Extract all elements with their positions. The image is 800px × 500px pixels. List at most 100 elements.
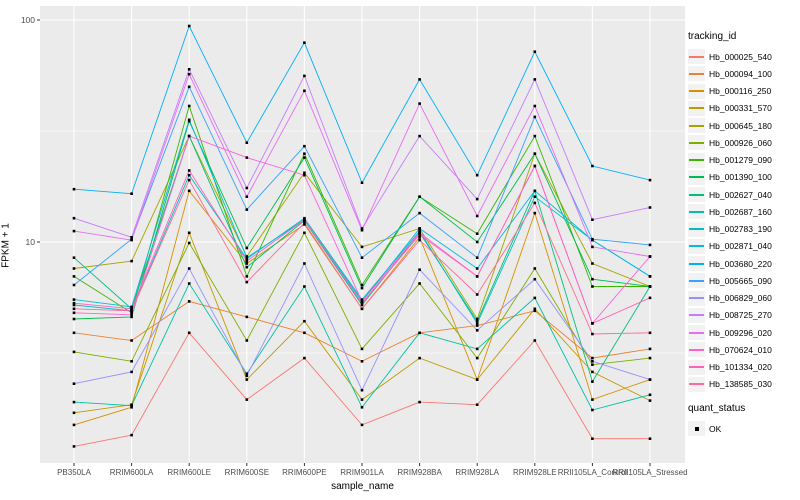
data-point bbox=[245, 256, 249, 259]
legend-item: Hb_002783_190 bbox=[688, 221, 798, 238]
legend-key-swatch bbox=[688, 66, 705, 82]
x-tick-label: RRIM928BA bbox=[397, 468, 442, 477]
data-point bbox=[303, 221, 306, 225]
data-point bbox=[591, 398, 594, 401]
data-point bbox=[533, 339, 537, 342]
data-point bbox=[418, 400, 421, 404]
data-point bbox=[360, 300, 364, 303]
legend-key-swatch bbox=[688, 221, 705, 237]
legend-item: Hb_070624_010 bbox=[688, 341, 798, 358]
data-point bbox=[475, 293, 479, 296]
legend-key-line bbox=[689, 383, 704, 386]
data-point bbox=[303, 216, 306, 220]
data-point bbox=[187, 72, 191, 76]
data-point bbox=[187, 241, 191, 245]
data-point bbox=[72, 445, 76, 448]
data-point bbox=[245, 280, 249, 284]
data-point bbox=[245, 186, 249, 190]
data-point bbox=[303, 356, 306, 360]
data-point bbox=[245, 208, 249, 211]
data-point bbox=[418, 134, 421, 138]
legend-item-label: Hb_000645_180 bbox=[709, 120, 772, 131]
legend-key-line bbox=[689, 72, 704, 75]
legend-key-line bbox=[689, 228, 704, 231]
data-point bbox=[72, 307, 76, 311]
data-point bbox=[591, 218, 594, 221]
legend-item: Hb_000116_250 bbox=[688, 83, 798, 100]
data-point bbox=[591, 363, 594, 366]
legend-item-label: Hb_002783_190 bbox=[709, 224, 772, 235]
data-point bbox=[245, 141, 249, 144]
data-point bbox=[360, 406, 364, 409]
data-point bbox=[533, 189, 537, 193]
data-point bbox=[533, 134, 537, 138]
data-point bbox=[187, 267, 191, 270]
x-tick-label: RRII105LA_Control bbox=[558, 468, 628, 477]
legend-key-line bbox=[689, 262, 704, 265]
data-point bbox=[187, 331, 191, 335]
data-point bbox=[591, 437, 594, 440]
legend-item: Hb_000094_100 bbox=[688, 65, 798, 82]
data-point bbox=[130, 313, 133, 317]
data-point bbox=[533, 201, 537, 205]
legend-key-line bbox=[689, 245, 704, 248]
quant-status-legend-items: OK bbox=[688, 420, 798, 437]
data-point bbox=[591, 356, 594, 360]
legend-key-swatch bbox=[688, 187, 705, 203]
data-point bbox=[360, 227, 364, 230]
data-point bbox=[418, 268, 421, 271]
data-point bbox=[72, 301, 76, 305]
data-point bbox=[475, 329, 479, 332]
legend-key-line bbox=[689, 366, 704, 369]
data-point bbox=[303, 331, 306, 335]
x-tick-label: RRIM600SE bbox=[225, 468, 269, 477]
x-tick-label: RRIM600PE bbox=[282, 468, 326, 477]
data-point bbox=[475, 173, 479, 177]
data-point bbox=[187, 68, 191, 71]
data-point bbox=[648, 437, 652, 440]
legend-item: Hb_000645_180 bbox=[688, 117, 798, 134]
y-tick-label: 100 bbox=[21, 15, 35, 25]
data-point bbox=[475, 347, 479, 351]
data-point bbox=[130, 406, 133, 409]
legend-item: Hb_002871_040 bbox=[688, 238, 798, 255]
data-point bbox=[591, 332, 594, 336]
data-point bbox=[360, 307, 364, 311]
data-point bbox=[72, 411, 76, 415]
data-point bbox=[303, 156, 306, 159]
data-point bbox=[245, 259, 249, 263]
data-point bbox=[72, 423, 76, 427]
legend-key-swatch bbox=[688, 359, 705, 375]
data-point bbox=[130, 315, 133, 319]
legend-item: Hb_001279_090 bbox=[688, 152, 798, 169]
data-point bbox=[245, 372, 249, 375]
data-point bbox=[533, 164, 537, 168]
legend-key-swatch bbox=[688, 325, 705, 341]
data-point bbox=[187, 282, 191, 285]
data-point bbox=[475, 232, 479, 235]
data-point bbox=[418, 238, 421, 242]
data-point bbox=[533, 50, 537, 53]
data-point bbox=[475, 214, 479, 218]
data-point bbox=[591, 322, 594, 325]
data-point bbox=[648, 356, 652, 360]
data-point bbox=[187, 189, 191, 193]
data-point bbox=[130, 370, 133, 374]
legend-key-swatch bbox=[688, 290, 705, 306]
quant-status-legend: quant_status OK bbox=[688, 403, 798, 437]
data-point bbox=[360, 360, 364, 363]
data-point bbox=[187, 169, 191, 172]
data-point bbox=[533, 277, 537, 281]
legend-item: Hb_101334_020 bbox=[688, 359, 798, 376]
data-point bbox=[418, 78, 421, 81]
data-point bbox=[72, 267, 76, 270]
legend-key-line bbox=[689, 176, 704, 179]
data-point bbox=[130, 309, 133, 313]
data-point bbox=[418, 231, 421, 235]
legend-key-swatch bbox=[688, 204, 705, 220]
y-tick-label: 10 bbox=[26, 237, 36, 247]
data-point bbox=[72, 303, 76, 307]
data-point bbox=[591, 380, 594, 383]
data-point bbox=[418, 227, 421, 230]
legend-item: Hb_009296_020 bbox=[688, 324, 798, 341]
